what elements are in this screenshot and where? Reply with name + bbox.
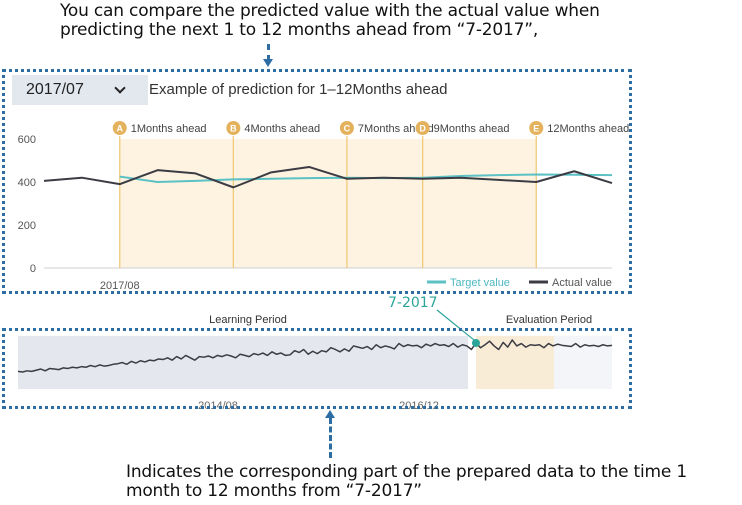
top-callout-arrow <box>267 44 270 61</box>
x-tick-label: 2017/08 <box>100 280 140 292</box>
marker-badge-letter: B <box>230 124 237 134</box>
month-select-value: 2017/07 <box>26 81 84 98</box>
month-select-dropdown[interactable]: 2017/07 <box>12 75 148 105</box>
y-tick-label: 600 <box>18 134 36 146</box>
marker-badge-letter: E <box>533 124 539 134</box>
evaluation-period-label: Evaluation Period <box>506 314 592 326</box>
marker-badge-c <box>339 121 354 135</box>
point-callout-label: 7-2017 <box>388 295 438 311</box>
marker-badge-a <box>112 121 127 135</box>
actual-value-line <box>43 165 613 189</box>
top-callout-arrow-head <box>263 59 273 67</box>
marker-label-a: 1Months ahead <box>131 123 207 135</box>
y-tick-label: 0 <box>30 263 36 275</box>
prediction-chart-highlight <box>2 69 632 294</box>
marker-badge-d <box>415 121 430 135</box>
selected-point-marker <box>471 338 480 347</box>
marker-label-e: 12Months ahead <box>547 123 629 135</box>
legend-label-actual: Actual value <box>552 277 612 289</box>
bottom-callout-arrow <box>329 418 332 458</box>
bottom-callout-text: Indicates the corresponding part of the … <box>126 462 687 501</box>
top-callout-text: You can compare the predicted value with… <box>60 1 600 40</box>
learning-period-band <box>18 336 468 389</box>
point-callout-leader <box>436 309 475 341</box>
learning-period-label: Learning Period <box>209 314 287 326</box>
marker-label-b: 4Months ahead <box>244 123 320 135</box>
y-tick-label: 200 <box>18 220 36 232</box>
marker-label-d: 9Months ahead <box>434 123 510 135</box>
marker-label-c: 7Months ahead <box>358 123 434 135</box>
marker-badge-b <box>226 121 241 135</box>
marker-badge-e <box>529 121 544 135</box>
navigator-highlight <box>2 328 632 409</box>
chart-title: Example of prediction for 1–12Months ahe… <box>149 81 448 98</box>
marker-badge-letter: A <box>116 124 123 134</box>
marker-badge-letter: D <box>419 124 426 134</box>
bottom-callout-arrow-head <box>325 410 335 418</box>
y-tick-label: 400 <box>18 177 36 189</box>
prediction-range-band <box>119 139 537 268</box>
marker-badge-letter: C <box>344 124 351 134</box>
navigator-series-line <box>17 339 613 373</box>
legend-label-target: Target value <box>450 277 510 289</box>
